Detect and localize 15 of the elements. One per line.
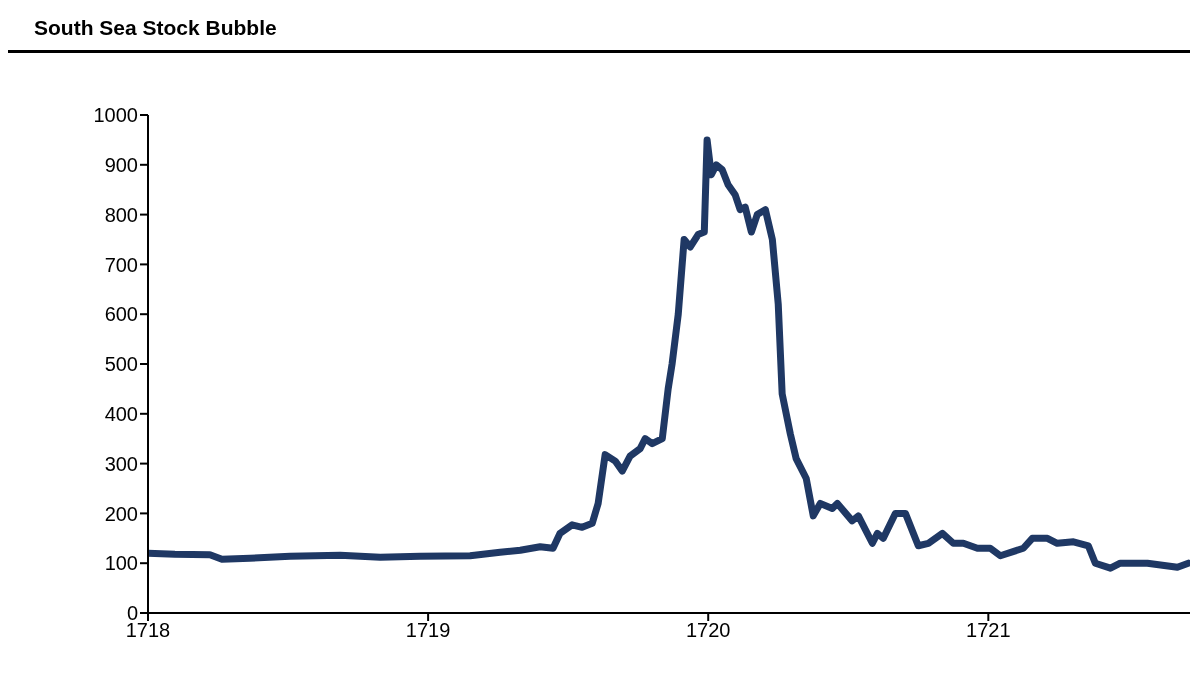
x-tick-label: 1718	[125, 619, 171, 642]
x-tick-label: 1719	[405, 619, 451, 642]
y-tick-label: 400	[104, 402, 138, 425]
y-tick-label: 300	[104, 452, 138, 475]
y-tick-label: 600	[104, 303, 138, 326]
chart-title: South Sea Stock Bubble	[8, 8, 1190, 53]
y-tick-label: 100	[104, 552, 138, 575]
y-tick-label: 200	[104, 502, 138, 525]
x-tick-label: 1721	[966, 619, 1011, 642]
y-tick-label: 700	[104, 253, 138, 276]
y-tick-label: 500	[104, 353, 138, 376]
y-tick-label: 800	[104, 203, 138, 226]
y-tick-label: 900	[104, 153, 138, 176]
y-tick-label: 1000	[93, 104, 138, 127]
x-tick-label: 1720	[685, 619, 731, 642]
